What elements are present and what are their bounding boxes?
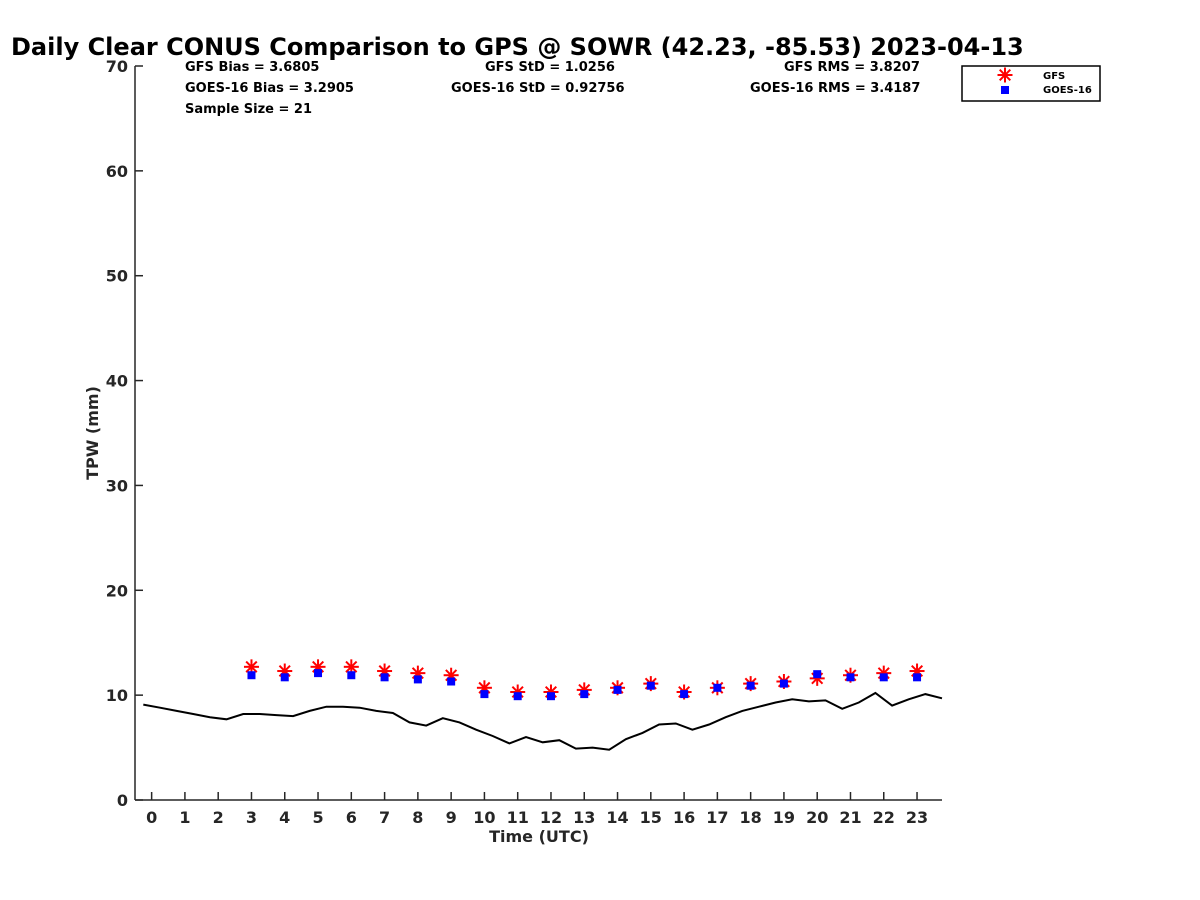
legend-label-goes: GOES-16 [1043,85,1092,96]
x-tick-label: 21 [839,808,861,827]
goes-point [746,681,755,690]
x-tick-label: 2 [213,808,224,827]
chart-title: Daily Clear CONUS Comparison to GPS @ SO… [11,33,1024,61]
goes-point [413,675,422,684]
x-tick-label: 0 [146,808,157,827]
goes-bias-text: GOES-16 Bias = 3.2905 [185,81,354,96]
goes-point [846,673,855,682]
goes-point [347,671,356,680]
goes-point [447,677,456,686]
goes-std-text: GOES-16 StD = 0.92756 [451,81,625,96]
goes-point [813,670,822,679]
goes-point [546,692,555,701]
goes-point [680,690,689,699]
goes-point [613,685,622,694]
y-tick-label: 40 [106,372,128,391]
legend-box [961,65,1101,102]
x-tick-label: 5 [312,808,323,827]
legend-label-gfs: GFS [1043,71,1065,82]
x-tick-label: 8 [412,808,423,827]
goes-point [513,692,522,701]
y-tick-label: 50 [106,267,128,286]
plot-series [143,659,943,751]
x-tick-label: 6 [346,808,357,827]
x-tick-label: 10 [473,808,495,827]
x-tick-label: 13 [573,808,595,827]
goes-point [580,690,589,699]
x-ticks: 0 1 2 3 4 5 6 7 8 9 10 11 12 13 14 15 16 17 18 19 20 21 22 23 [146,792,928,827]
x-tick-label: 1 [179,808,190,827]
axes [134,66,942,801]
x-tick-label: 22 [873,808,895,827]
x-tick-label: 11 [507,808,529,827]
x-tick-label: 9 [446,808,457,827]
goes-rms-text: GOES-16 RMS = 3.4187 [750,81,920,96]
goes-point [380,673,389,682]
y-tick-label: 10 [106,686,128,705]
x-tick-label: 16 [673,808,695,827]
x-axis-label: Time (UTC) [489,827,589,846]
goes-point [646,681,655,690]
x-tick-label: 14 [606,808,628,827]
x-tick-label: 12 [540,808,562,827]
x-tick-label: 18 [740,808,762,827]
y-axis-label: TPW (mm) [83,386,102,480]
goes-point [779,679,788,688]
y-tick-label: 20 [106,581,128,600]
legend: GFS GOES-16 [961,65,1101,102]
goes-point [480,690,489,699]
goes-point [879,673,888,682]
x-tick-label: 19 [773,808,795,827]
x-tick-label: 17 [706,808,728,827]
legend-gfs-marker [997,67,1013,83]
y-tick-label: 70 [106,57,128,76]
gfs-std-text: GFS StD = 1.0256 [485,60,615,75]
y-tick-label: 60 [106,162,128,181]
gps-line [143,691,943,751]
y-tick-label: 30 [106,476,128,495]
y-ticks: 0 10 20 30 40 50 60 70 [106,57,143,810]
goes-point [713,683,722,692]
x-tick-label: 4 [279,808,290,827]
sample-size-text: Sample Size = 21 [185,102,312,117]
legend-gfs-star [997,67,1013,83]
x-tick-label: 15 [640,808,662,827]
goes-point [280,673,289,682]
stats-block: GFS Bias = 3.6805 GOES-16 Bias = 3.2905 … [185,60,920,117]
x-tick-label: 20 [806,808,828,827]
legend-goes-marker [1001,86,1009,94]
goes-point [913,673,922,682]
goes-point [314,669,323,678]
y-tick-label: 0 [117,791,128,810]
gfs-rms-text: GFS RMS = 3.8207 [784,60,920,75]
x-tick-label: 3 [246,808,257,827]
goes-point [247,671,256,680]
gfs-point [343,659,359,675]
x-tick-label: 7 [379,808,390,827]
x-tick-label: 23 [906,808,928,827]
gfs-bias-text: GFS Bias = 3.6805 [185,60,319,75]
